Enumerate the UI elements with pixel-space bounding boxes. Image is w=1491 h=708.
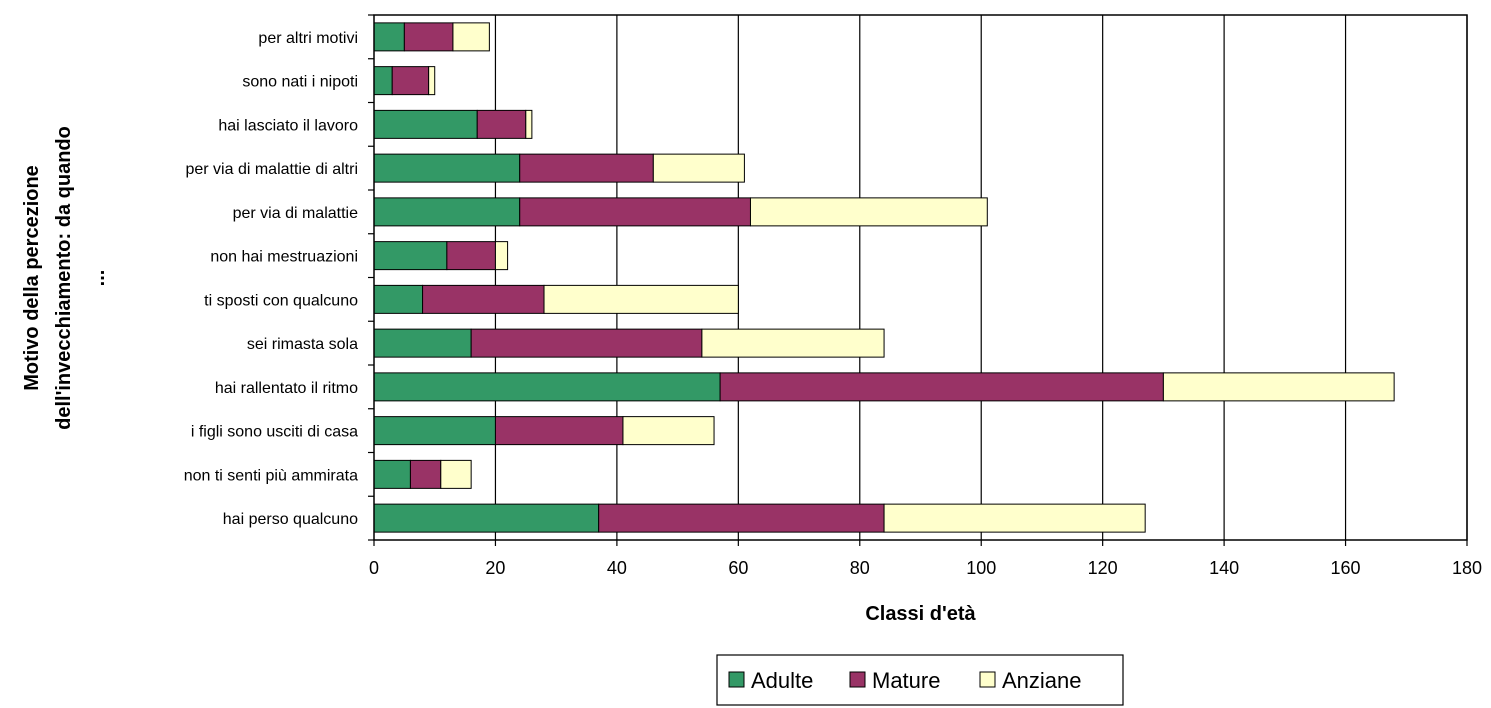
category-label: non hai mestruazioni (210, 249, 358, 266)
bar-adulte (373, 66, 393, 96)
category-label: per altri motivi (258, 30, 358, 47)
bar-adulte (373, 153, 521, 183)
legend-swatch-anziane (979, 671, 996, 688)
category-label: i figli sono usciti di casa (191, 424, 358, 441)
bar-adulte (373, 503, 600, 533)
legend-label: Mature (872, 668, 940, 693)
y-axis-title: Motivo della percezione dell'invecchiamen… (21, 126, 109, 430)
bar-adulte (373, 372, 721, 402)
bar-anziane (701, 328, 885, 358)
y-axis-title-line: Motivo della percezione (21, 165, 43, 391)
category-label: hai perso qualcuno (223, 511, 358, 528)
y-axis-title-line: dell'invecchiamento: da quando (53, 126, 75, 430)
bar-adulte (373, 197, 521, 227)
x-tick-label: 120 (1088, 558, 1118, 578)
y-axis-title-line: ... (87, 270, 109, 287)
bar-mature (409, 459, 442, 489)
bar-mature (719, 372, 1164, 402)
plot-area (373, 14, 1468, 541)
bar-anziane (452, 22, 490, 52)
bar-adulte (373, 22, 405, 52)
legend: Adulte Mature Anziane (716, 654, 1124, 706)
category-label: per via di malattie di altri (185, 161, 358, 178)
category-label: ti sposti con qualcuno (204, 292, 358, 309)
bar-mature (494, 416, 624, 446)
bar-anziane (494, 241, 509, 271)
x-tick-label: 160 (1331, 558, 1361, 578)
bar-anziane (440, 459, 472, 489)
bar-mature (519, 197, 751, 227)
category-label: per via di malattie (233, 205, 358, 222)
x-tick-label: 60 (728, 558, 748, 578)
category-label: sono nati i nipoti (242, 74, 358, 91)
bar-anziane (525, 109, 533, 139)
bar-adulte (373, 109, 478, 139)
bar-mature (598, 503, 885, 533)
bar-anziane (883, 503, 1146, 533)
legend-label: Anziane (1002, 668, 1082, 693)
bar-adulte (373, 328, 472, 358)
bar-mature (422, 284, 545, 314)
category-label: hai rallentato il ritmo (215, 380, 358, 397)
bar-mature (476, 109, 527, 139)
category-label: hai lasciato il lavoro (218, 117, 358, 134)
legend-swatch-mature (849, 671, 866, 688)
bar-adulte (373, 241, 448, 271)
bar-adulte (373, 416, 496, 446)
x-tick-label: 40 (607, 558, 627, 578)
bar-adulte (373, 459, 411, 489)
bar-mature (403, 22, 454, 52)
bar-mature (519, 153, 654, 183)
bar-mature (391, 66, 430, 96)
bar-anziane (622, 416, 715, 446)
x-tick-label: 140 (1209, 558, 1239, 578)
bar-anziane (1162, 372, 1395, 402)
legend-swatch-adulte (728, 671, 745, 688)
bars (373, 22, 1395, 533)
x-tick-label: 0 (369, 558, 379, 578)
bar-mature (446, 241, 496, 271)
x-tick-label: 20 (485, 558, 505, 578)
x-tick-label: 180 (1452, 558, 1482, 578)
x-tick-label: 80 (850, 558, 870, 578)
category-label: sei rimasta sola (247, 336, 358, 353)
bar-adulte (373, 284, 424, 314)
bar-anziane (543, 284, 739, 314)
bar-anziane (652, 153, 745, 183)
x-axis-title: Classi d'età (865, 603, 976, 625)
legend-label: Adulte (751, 668, 813, 693)
bar-anziane (749, 197, 988, 227)
axes: 0 20 40 60 80 100 120 140 160 180 hai perso qualcu… (184, 14, 1482, 578)
bar-mature (470, 328, 703, 358)
category-label: non ti senti più ammirata (184, 467, 358, 484)
gridlines (494, 15, 1468, 540)
bar-anziane (428, 66, 436, 96)
legend-box (716, 654, 1124, 706)
x-tick-label: 100 (966, 558, 996, 578)
